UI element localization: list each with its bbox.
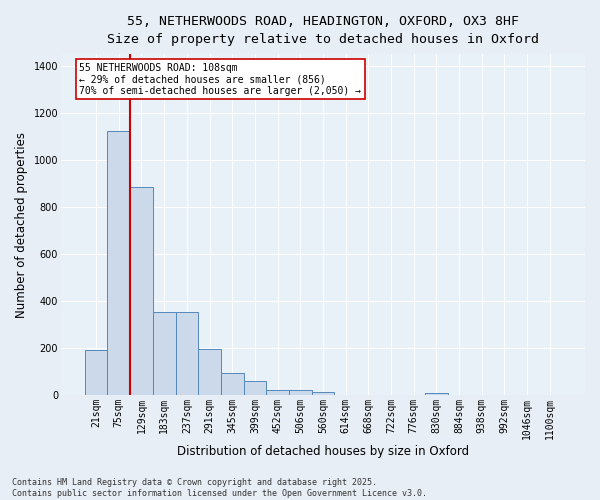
Text: Contains HM Land Registry data © Crown copyright and database right 2025.
Contai: Contains HM Land Registry data © Crown c… xyxy=(12,478,427,498)
Bar xyxy=(221,372,244,395)
Bar xyxy=(130,187,153,395)
Bar xyxy=(266,390,289,395)
Text: 55 NETHERWOODS ROAD: 108sqm
← 29% of detached houses are smaller (856)
70% of se: 55 NETHERWOODS ROAD: 108sqm ← 29% of det… xyxy=(79,62,361,96)
Bar xyxy=(85,350,107,395)
Y-axis label: Number of detached properties: Number of detached properties xyxy=(15,132,28,318)
Bar xyxy=(244,382,266,395)
Title: 55, NETHERWOODS ROAD, HEADINGTON, OXFORD, OX3 8HF
Size of property relative to d: 55, NETHERWOODS ROAD, HEADINGTON, OXFORD… xyxy=(107,15,539,46)
Bar xyxy=(198,349,221,395)
Bar xyxy=(289,390,311,395)
Bar xyxy=(311,392,334,395)
X-axis label: Distribution of detached houses by size in Oxford: Distribution of detached houses by size … xyxy=(177,444,469,458)
Bar xyxy=(107,130,130,395)
Bar xyxy=(176,312,198,395)
Bar xyxy=(425,392,448,395)
Bar xyxy=(153,312,176,395)
